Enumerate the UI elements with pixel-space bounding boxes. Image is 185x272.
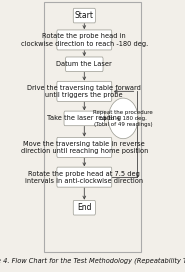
FancyBboxPatch shape: [57, 137, 112, 157]
FancyBboxPatch shape: [65, 57, 103, 72]
FancyBboxPatch shape: [73, 8, 95, 23]
Text: Datum the Laser: Datum the Laser: [56, 61, 112, 67]
Text: Rotate the probe head at 7.5 deg
intervals in anti-clockwise direction: Rotate the probe head at 7.5 deg interva…: [25, 171, 143, 184]
FancyBboxPatch shape: [57, 30, 112, 50]
FancyBboxPatch shape: [64, 111, 105, 126]
FancyBboxPatch shape: [57, 81, 112, 101]
FancyBboxPatch shape: [57, 167, 112, 187]
Text: Take the laser reading: Take the laser reading: [47, 115, 121, 121]
Text: Repeat the procedure
up to + 180 deg.
(Total of 49 readings): Repeat the procedure up to + 180 deg. (T…: [93, 110, 153, 127]
Text: Figure 4. Flow Chart for the Test Methodology (Repeatability Tests).: Figure 4. Flow Chart for the Test Method…: [0, 258, 185, 264]
Text: Rotate the probe head in
clockwise direction to reach -180 deg.: Rotate the probe head in clockwise direc…: [21, 33, 148, 47]
Ellipse shape: [108, 98, 138, 139]
Text: Drive the traversing table forward
until triggers the probe: Drive the traversing table forward until…: [27, 85, 141, 98]
Text: End: End: [77, 203, 92, 212]
FancyBboxPatch shape: [73, 200, 95, 215]
FancyBboxPatch shape: [44, 2, 141, 252]
Text: Start: Start: [75, 11, 94, 20]
Text: Move the traversing table in reverse
direction until reaching home position: Move the traversing table in reverse dir…: [21, 141, 148, 154]
